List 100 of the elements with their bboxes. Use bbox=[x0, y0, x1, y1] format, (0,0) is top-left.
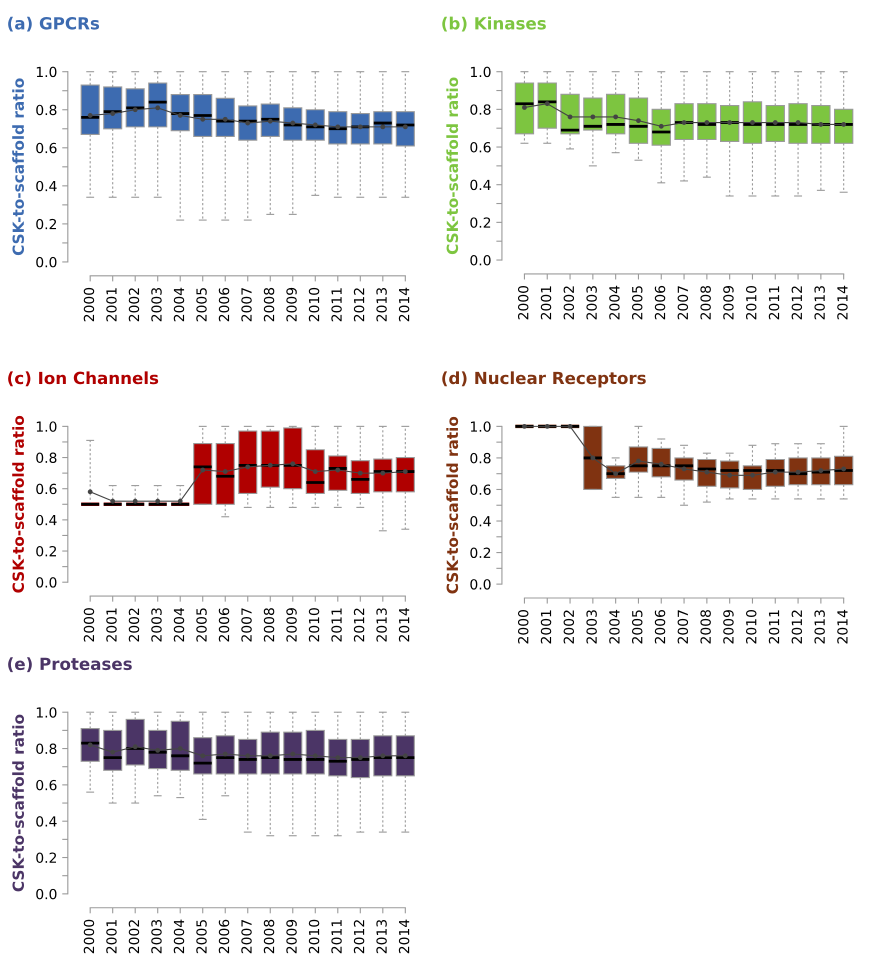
x-tick-label: 2013 bbox=[376, 288, 387, 322]
point bbox=[290, 120, 296, 126]
y-tick-label: 1.0 bbox=[470, 421, 491, 432]
x-tick-label: 2005 bbox=[196, 608, 207, 642]
point bbox=[178, 498, 183, 504]
y-axis-title: CSK-to-scaffold ratio bbox=[12, 714, 24, 892]
y-tick-label: 0.8 bbox=[36, 744, 56, 754]
x-tick-label: 2010 bbox=[308, 288, 320, 322]
x-tick-label: 2000 bbox=[518, 286, 528, 320]
x-tick-label: 2009 bbox=[723, 610, 734, 644]
y-tick-label: 0.8 bbox=[36, 104, 56, 116]
point bbox=[132, 744, 138, 750]
x-tick-label: 2011 bbox=[331, 920, 342, 954]
y-tick-label: 1.0 bbox=[36, 707, 56, 718]
point bbox=[636, 118, 641, 124]
y-tick-label: 0.0 bbox=[36, 256, 56, 268]
point bbox=[335, 755, 340, 760]
y-tick-label: 0.6 bbox=[36, 142, 57, 154]
x-tick-label: 2008 bbox=[264, 608, 274, 642]
point bbox=[590, 455, 596, 460]
point bbox=[222, 116, 228, 122]
y-tick-label: 0.2 bbox=[36, 546, 56, 557]
point bbox=[380, 124, 386, 130]
y-tick-label: 1.0 bbox=[470, 66, 491, 78]
x-tick-label: 2009 bbox=[286, 920, 297, 954]
point bbox=[402, 753, 408, 758]
x-tick-label: 2014 bbox=[837, 610, 848, 644]
x-tick-label: 2005 bbox=[196, 288, 207, 322]
x-tick-label: 2011 bbox=[768, 286, 780, 320]
x-tick-label: 2001 bbox=[106, 288, 117, 322]
x-tick-label: 2013 bbox=[814, 610, 825, 644]
x-tick-label: 2003 bbox=[586, 286, 597, 320]
x-tick-label: 2002 bbox=[564, 286, 574, 320]
point bbox=[132, 498, 138, 504]
point bbox=[200, 116, 206, 122]
point bbox=[358, 755, 363, 760]
y-axis-title: CSK-to-scaffold ratio bbox=[12, 78, 24, 256]
y-tick-label: 0.4 bbox=[36, 816, 57, 827]
y-tick-label: 0.4 bbox=[36, 514, 57, 526]
point bbox=[268, 462, 273, 468]
y-tick-label: 0.0 bbox=[470, 255, 491, 266]
x-tick-label: 2006 bbox=[654, 610, 666, 644]
x-tick-label: 2001 bbox=[540, 610, 552, 644]
x-tick-label: 2003 bbox=[151, 288, 162, 322]
x-tick-label: 2012 bbox=[354, 608, 364, 642]
x-tick-label: 2012 bbox=[792, 286, 802, 320]
x-tick-label: 2007 bbox=[678, 286, 688, 320]
y-tick-label: 0.0 bbox=[470, 579, 491, 590]
y-tick-label: 0.4 bbox=[36, 180, 57, 192]
y-tick-label: 0.6 bbox=[36, 484, 57, 494]
x-tick-label: 2014 bbox=[398, 288, 410, 322]
x-tick-label: 2005 bbox=[196, 920, 207, 954]
point bbox=[818, 122, 824, 127]
x-tick-label: 2000 bbox=[84, 288, 94, 322]
point bbox=[155, 748, 160, 753]
point bbox=[358, 470, 363, 476]
x-tick-label: 2006 bbox=[654, 286, 666, 320]
x-tick-label: 2002 bbox=[128, 920, 140, 954]
point bbox=[750, 472, 755, 478]
point bbox=[312, 753, 318, 758]
x-tick-label: 2002 bbox=[128, 608, 140, 642]
point bbox=[200, 468, 206, 472]
x-tick-label: 2014 bbox=[398, 608, 410, 642]
point bbox=[772, 120, 778, 125]
point bbox=[750, 120, 755, 125]
point bbox=[658, 462, 664, 467]
point bbox=[222, 752, 228, 756]
point bbox=[290, 752, 296, 756]
point bbox=[796, 120, 800, 125]
point bbox=[380, 753, 386, 758]
x-tick-label: 2001 bbox=[106, 920, 117, 954]
point bbox=[841, 466, 846, 472]
y-tick-label: 0.8 bbox=[470, 104, 491, 115]
x-tick-label: 2007 bbox=[241, 608, 252, 642]
y-tick-label: 0.6 bbox=[470, 484, 491, 495]
y-tick-label: 1.0 bbox=[36, 421, 56, 432]
point bbox=[796, 470, 800, 475]
point bbox=[636, 458, 641, 464]
x-tick-label: 2013 bbox=[814, 286, 825, 320]
x-tick-label: 2002 bbox=[564, 610, 574, 644]
point bbox=[682, 120, 686, 125]
point bbox=[132, 107, 138, 112]
x-tick-label: 2007 bbox=[678, 610, 688, 644]
point bbox=[312, 122, 318, 128]
x-tick-label: 2010 bbox=[308, 608, 320, 642]
y-tick-label: 0.2 bbox=[36, 852, 56, 864]
y-tick-label: 0.0 bbox=[36, 888, 56, 900]
point bbox=[727, 472, 732, 478]
x-tick-label: 2001 bbox=[540, 286, 552, 320]
y-tick-label: 0.6 bbox=[470, 142, 491, 153]
point bbox=[110, 750, 116, 755]
y-axis-title: CSK-to-scaffold ratio bbox=[446, 77, 458, 254]
x-tick-label: 2012 bbox=[792, 610, 802, 644]
x-tick-label: 2003 bbox=[151, 608, 162, 642]
point bbox=[682, 466, 686, 472]
point bbox=[155, 498, 160, 504]
x-tick-label: 2011 bbox=[331, 608, 342, 642]
chart-title: (a) GPCRs bbox=[8, 16, 100, 32]
y-tick-label: 0.8 bbox=[470, 452, 491, 464]
point bbox=[88, 113, 93, 118]
